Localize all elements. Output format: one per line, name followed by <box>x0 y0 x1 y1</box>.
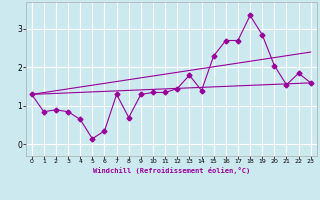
X-axis label: Windchill (Refroidissement éolien,°C): Windchill (Refroidissement éolien,°C) <box>92 167 250 174</box>
